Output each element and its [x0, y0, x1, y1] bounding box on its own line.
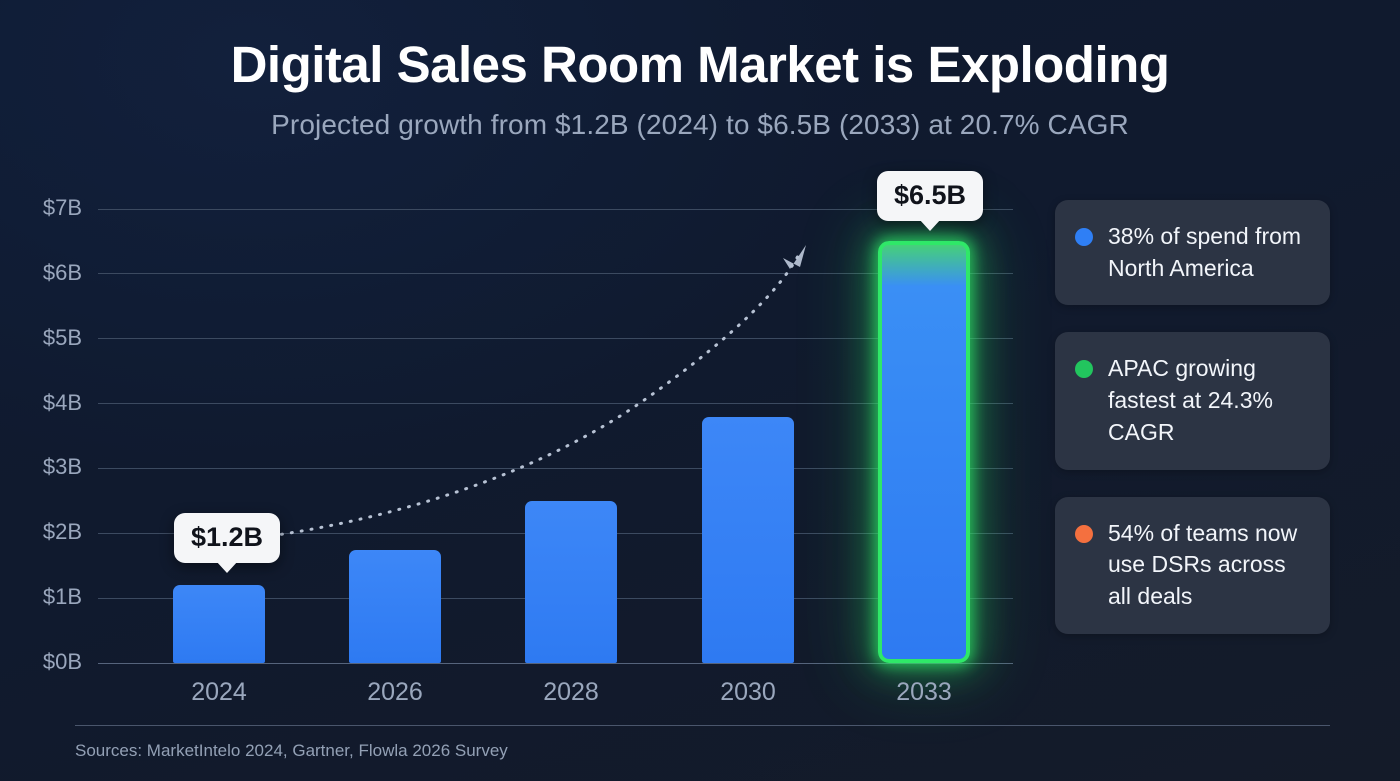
x-axis-tick-label: 2030	[720, 678, 776, 706]
y-axis-tick-label: $3B	[42, 454, 82, 480]
chart-footer: Sources: MarketIntelo 2024, Gartner, Flo…	[75, 725, 1330, 761]
legend-dot-icon	[1075, 524, 1093, 543]
footer-divider	[75, 725, 1330, 726]
insight-card-3[interactable]: 54% of teams now use DSRs across all dea…	[1055, 496, 1330, 634]
y-axis-tick-label: $7B	[42, 195, 82, 220]
chart-header: Digital Sales Room Market is Exploding P…	[0, 0, 1400, 141]
y-axis-tick-label: $0B	[42, 649, 82, 674]
callout-tail	[216, 561, 239, 574]
x-axis-tick-label: 2028	[543, 678, 599, 706]
insight-card-text: 38% of spend from North America	[1108, 223, 1302, 281]
legend-dot-icon	[1075, 360, 1093, 379]
value-callout-label: $1.2B	[191, 522, 264, 553]
chart-plot-area: $7B $6B $5B $4B $3B $2B $1B $0B 2024 2026 2028 203…	[0, 171, 1013, 706]
page-subtitle: Projected growth from $1.2B (2024) to $6…	[271, 108, 1129, 140]
bar-2033[interactable]	[878, 241, 970, 663]
y-axis-tick-label: $4B	[42, 389, 82, 415]
legend-dot-icon	[1075, 228, 1093, 246]
value-callout-2024: $1.2B	[174, 513, 281, 574]
bar-group-2030[interactable]: 2030	[702, 185, 794, 706]
value-callout-2033: $6.5B	[877, 171, 984, 232]
page-title: Digital Sales Room Market is Exploding	[230, 36, 1170, 93]
y-axis-tick-label: $2B	[42, 519, 82, 545]
gridline	[98, 208, 1013, 210]
insight-cards-panel: 38% of spend from North America APAC grow…	[1055, 200, 1330, 634]
bar-group-2024[interactable]: 2024	[173, 185, 265, 706]
gridline	[98, 662, 1013, 664]
bar-group-2033[interactable]: 2033	[878, 185, 970, 706]
callout-tail	[919, 219, 942, 232]
value-callout-label: $6.5B	[894, 180, 967, 211]
y-axis-tick-label: $1B	[42, 584, 82, 610]
insight-card-text: APAC growing fastest at 24.3% CAGR	[1108, 355, 1273, 445]
x-axis-tick-label: 2024	[191, 678, 247, 706]
y-axis-tick-label: $6B	[42, 259, 82, 285]
x-axis-tick-label: 2033	[896, 678, 952, 706]
bars-layer: 2024 2026 2028 2030 2033	[0, 185, 1013, 706]
bar-group-2026[interactable]: 2026	[349, 185, 441, 706]
bar-2024[interactable]	[173, 585, 265, 663]
bar-2030[interactable]	[702, 416, 794, 663]
insight-card-2[interactable]: APAC growing fastest at 24.3% CAGR	[1055, 332, 1330, 470]
bar-2026[interactable]	[349, 549, 441, 663]
insight-card-text: 54% of teams now use DSRs across all dea…	[1108, 519, 1298, 610]
bar-group-2028[interactable]: 2028	[525, 185, 617, 706]
y-axis-tick-label: $5B	[42, 324, 82, 350]
x-axis-tick-label: 2026	[367, 678, 423, 706]
bar-2028[interactable]	[525, 500, 617, 663]
insight-card-1[interactable]: 38% of spend from North America	[1055, 200, 1330, 306]
sources-text: Sources: MarketIntelo 2024, Gartner, Flo…	[75, 741, 508, 760]
